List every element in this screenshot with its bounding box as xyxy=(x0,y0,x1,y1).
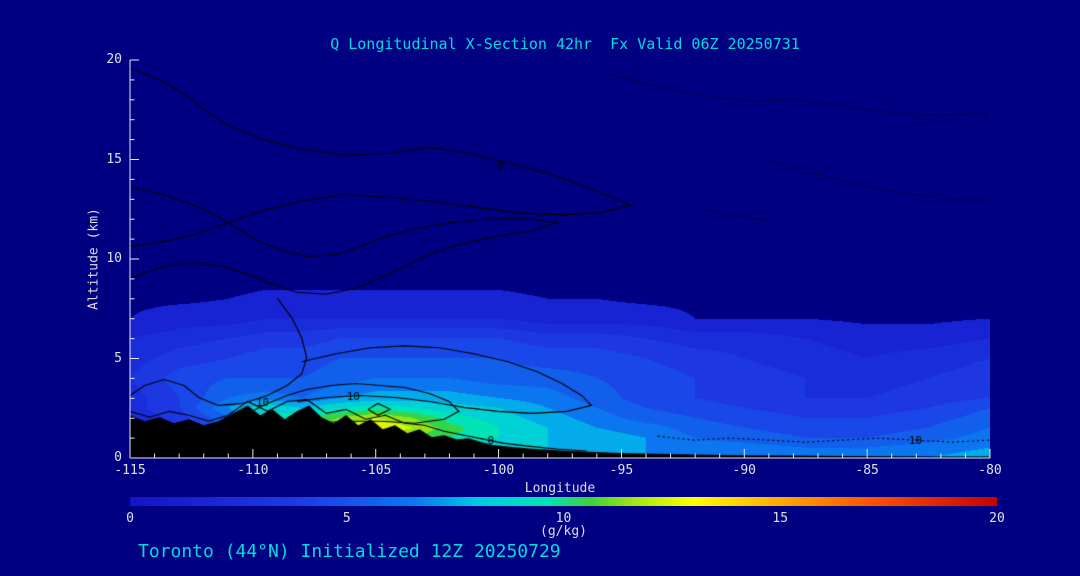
colorbar-gradient xyxy=(130,497,997,506)
y-tick-label: 10 xyxy=(106,251,122,266)
y-tick-label: 0 xyxy=(114,450,122,465)
x-tick-label: -115 xyxy=(114,463,146,478)
x-tick-label: -110 xyxy=(237,463,269,478)
colorbar-tick-label: 20 xyxy=(989,511,1005,526)
colorbar-units-label: (g/kg) xyxy=(540,524,587,539)
chart-title: Q Longitudinal X-Section 42hr Fx Valid 0… xyxy=(330,35,800,53)
x-tick-label: -100 xyxy=(482,463,515,478)
colorbar-tick-label: 5 xyxy=(342,511,351,526)
contour-plot-canvas xyxy=(130,60,990,458)
x-tick-label: -90 xyxy=(732,463,757,478)
x-axis-label: Longitude xyxy=(524,481,596,496)
y-tick-label: 5 xyxy=(114,350,122,366)
colorbar-tick-label: 0 xyxy=(126,511,134,526)
colorbar-tick-label: 15 xyxy=(772,511,789,526)
x-tick-label: -85 xyxy=(855,463,879,478)
x-tick-label: -105 xyxy=(360,463,392,478)
y-tick-label: 15 xyxy=(106,151,122,167)
y-tick-label: 20 xyxy=(106,52,122,67)
x-tick-label: -80 xyxy=(978,463,1002,478)
x-tick-label: -95 xyxy=(609,463,634,478)
footer-caption: Toronto (44°N) Initialized 12Z 20250729 xyxy=(138,541,561,562)
colorbar-tick-label: 10 xyxy=(555,511,572,526)
